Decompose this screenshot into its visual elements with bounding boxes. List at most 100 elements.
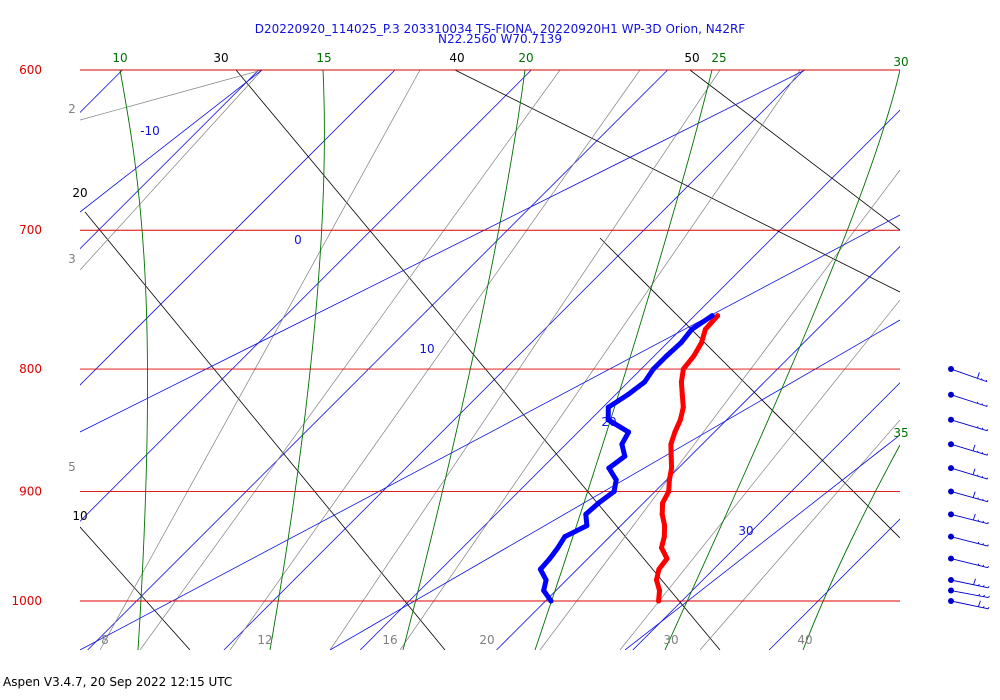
isotherm-line — [496, 245, 900, 650]
dewpoint-trace-point — [583, 511, 589, 517]
mixing-ratio-label: 20 — [479, 633, 494, 647]
isotherm-line — [359, 109, 900, 650]
moist-adiabat-line — [624, 434, 900, 650]
pressure-label: 600 — [19, 63, 42, 77]
dewpoint-trace-point — [548, 598, 554, 604]
isotherm-line — [80, 70, 259, 250]
footer-text: Aspen V3.4.7, 20 Sep 2022 12:15 UTC — [3, 675, 233, 689]
dry-adiabat-line — [689, 70, 900, 231]
mixing-ratio-line — [80, 70, 263, 121]
mixing-ratio-line — [699, 419, 900, 650]
isotherm-line — [80, 70, 532, 522]
mixing-ratio-line — [329, 70, 721, 650]
temperature-trace-point — [668, 441, 674, 447]
mixing-ratio-line — [619, 299, 900, 650]
dry-adiabat-label: 10 — [72, 509, 87, 523]
dewpoint-trace-point — [642, 379, 648, 385]
wind-barb — [948, 465, 988, 480]
isotherm-line — [87, 70, 668, 650]
wind-barb — [948, 511, 989, 525]
dewpoint-trace-point — [584, 523, 590, 529]
saturation-curve — [119, 70, 149, 650]
mixing-ratio-label: 30 — [663, 633, 678, 647]
wind-barb-staff — [950, 368, 988, 383]
isotherm-line — [632, 382, 900, 650]
mixing-ratio-label: 12 — [257, 633, 272, 647]
saturation-curve — [402, 70, 526, 650]
dewpoint-trace-point — [650, 366, 656, 372]
saturation-curve — [269, 70, 325, 650]
moist-adiabat-line — [80, 70, 263, 213]
wind-barb-flag — [987, 585, 990, 589]
mixing-ratio-line — [99, 70, 421, 650]
temperature-trace-point — [656, 598, 662, 604]
wind-barb-staff — [950, 419, 988, 432]
chart-subtitle: N22.2560 W70.7139 — [438, 32, 562, 46]
dewpoint-trace-point — [625, 392, 631, 398]
wind-barb-staff — [950, 443, 988, 456]
mixing-ratio-line — [399, 70, 801, 650]
wind-barb-flag — [978, 583, 980, 586]
saturation-label: 15 — [316, 51, 331, 65]
mixing-ratio-label: 5 — [68, 460, 76, 474]
dewpoint-trace-point — [555, 545, 561, 551]
wind-barb — [948, 416, 988, 432]
saturation-label: 10 — [112, 51, 127, 65]
mixing-ratio-label: 16 — [382, 633, 397, 647]
dewpoint-trace-point — [611, 488, 617, 494]
temperature-trace-point — [702, 326, 708, 332]
wind-barb-staff — [950, 513, 988, 525]
temperature-trace-point — [677, 417, 683, 423]
wind-barb-staff — [950, 590, 989, 598]
isotherm-line — [905, 70, 1000, 650]
mixing-ratio-line — [80, 70, 263, 271]
wind-barb-flag — [987, 565, 989, 568]
dewpoint-trace-point — [543, 577, 549, 583]
mixing-ratio-line — [139, 70, 561, 650]
wind-barb-flag — [987, 606, 990, 610]
saturation-curve — [534, 70, 713, 650]
temperature-trace-point — [668, 453, 674, 459]
temperature-trace-point — [659, 511, 665, 517]
temperature-trace-point — [664, 556, 670, 562]
moist-adiabat-line — [80, 70, 806, 433]
dewpoint-trace-point — [541, 588, 547, 594]
temperature-trace-point — [660, 500, 666, 506]
pressure-label: 1000 — [11, 594, 42, 608]
temperature-trace-point — [666, 488, 672, 494]
saturation-curve — [802, 444, 900, 650]
wind-barb — [948, 587, 990, 598]
temperature-trace-point — [691, 353, 697, 359]
mixing-ratio-label: 2 — [68, 102, 76, 116]
wind-barb-staff — [950, 491, 988, 503]
wind-barb-staff — [950, 600, 989, 610]
dry-adiabat-label: 40 — [449, 51, 464, 65]
dewpoint-trace-point — [678, 340, 684, 346]
saturation-label: 20 — [518, 51, 533, 65]
dry-adiabat-line — [599, 237, 900, 539]
dewpoint-trace-point — [709, 313, 715, 319]
dewpoint-trace-point — [596, 500, 602, 506]
wind-barb-flag — [978, 593, 981, 596]
wind-barb — [948, 576, 990, 589]
isotherm-line — [80, 70, 123, 113]
temperature-trace-point — [656, 566, 662, 572]
wind-barb-flag — [982, 564, 984, 567]
temperature-trace-point — [662, 523, 668, 529]
dewpoint-trace-point — [663, 353, 669, 359]
isotherm-label: 10 — [419, 342, 434, 356]
isotherm-label: 30 — [738, 524, 753, 538]
dry-adiabat-line — [84, 211, 446, 650]
wind-barb-flag — [982, 584, 985, 587]
saturation-label: 35 — [893, 426, 908, 440]
dry-adiabat-label: 50 — [684, 51, 699, 65]
mixing-ratio-line — [229, 70, 641, 650]
pressure-label: 900 — [19, 484, 42, 498]
dewpoint-trace-point — [605, 404, 611, 410]
temperature-trace-point — [657, 588, 663, 594]
wind-barb-half-flag — [972, 468, 976, 475]
temperature-trace-point — [680, 366, 686, 372]
wind-barb-staff — [950, 467, 988, 480]
isotherm-label: -10 — [140, 124, 160, 138]
